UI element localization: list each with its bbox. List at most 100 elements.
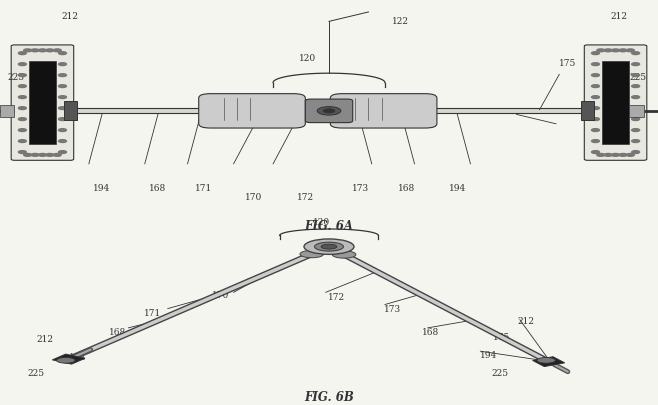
Text: 175: 175 — [559, 59, 576, 68]
Circle shape — [315, 243, 343, 252]
Circle shape — [632, 151, 640, 154]
Circle shape — [59, 118, 66, 121]
Circle shape — [321, 245, 337, 249]
Text: 225: 225 — [492, 368, 509, 377]
FancyBboxPatch shape — [330, 94, 437, 129]
Circle shape — [46, 50, 54, 53]
Circle shape — [592, 96, 599, 99]
Circle shape — [53, 50, 61, 53]
Polygon shape — [532, 357, 565, 367]
Circle shape — [592, 151, 599, 154]
Text: 168: 168 — [149, 183, 166, 192]
Circle shape — [612, 50, 620, 53]
Circle shape — [592, 140, 599, 143]
Circle shape — [592, 85, 599, 88]
Circle shape — [18, 64, 26, 66]
Circle shape — [24, 50, 32, 53]
Circle shape — [626, 50, 634, 53]
Circle shape — [592, 53, 599, 55]
Circle shape — [632, 107, 640, 110]
Text: 172: 172 — [328, 293, 345, 302]
Polygon shape — [53, 354, 85, 364]
Bar — [629, 106, 644, 117]
Circle shape — [18, 96, 26, 99]
Circle shape — [632, 118, 640, 121]
Text: 168: 168 — [109, 327, 126, 336]
Circle shape — [59, 107, 66, 110]
Circle shape — [597, 50, 605, 53]
Circle shape — [632, 53, 640, 55]
Circle shape — [597, 154, 605, 157]
Circle shape — [592, 64, 599, 66]
Text: 194: 194 — [69, 352, 86, 361]
Circle shape — [59, 53, 66, 55]
Circle shape — [31, 154, 39, 157]
Circle shape — [632, 85, 640, 88]
Text: 171: 171 — [195, 183, 213, 192]
Text: FIG. 6B: FIG. 6B — [304, 390, 354, 403]
Circle shape — [304, 239, 354, 255]
Circle shape — [300, 251, 324, 258]
Text: 212: 212 — [610, 12, 627, 21]
Circle shape — [592, 118, 599, 121]
Text: 168: 168 — [398, 183, 415, 192]
Circle shape — [592, 75, 599, 77]
Circle shape — [53, 154, 61, 157]
Text: 170: 170 — [212, 291, 229, 300]
Text: 173: 173 — [352, 183, 369, 192]
Text: 212: 212 — [518, 316, 535, 325]
Circle shape — [18, 140, 26, 143]
Circle shape — [59, 140, 66, 143]
Circle shape — [59, 96, 66, 99]
Circle shape — [46, 154, 54, 157]
Circle shape — [18, 118, 26, 121]
Circle shape — [18, 53, 26, 55]
FancyBboxPatch shape — [584, 46, 647, 161]
Text: 171: 171 — [144, 308, 161, 317]
Circle shape — [612, 154, 620, 157]
Text: 172: 172 — [297, 193, 315, 202]
Text: 170: 170 — [245, 193, 262, 202]
Bar — [0, 106, 14, 117]
Circle shape — [619, 154, 627, 157]
Circle shape — [332, 251, 356, 258]
FancyBboxPatch shape — [305, 100, 353, 123]
Circle shape — [632, 140, 640, 143]
Circle shape — [18, 75, 26, 77]
Circle shape — [59, 85, 66, 88]
Text: 120: 120 — [313, 218, 330, 227]
Circle shape — [59, 151, 66, 154]
Bar — [64, 102, 77, 121]
Circle shape — [57, 358, 75, 363]
Text: 194: 194 — [449, 183, 466, 192]
Circle shape — [604, 50, 612, 53]
Text: 194: 194 — [480, 350, 497, 359]
Circle shape — [59, 64, 66, 66]
Circle shape — [18, 85, 26, 88]
Polygon shape — [66, 109, 592, 114]
Circle shape — [632, 96, 640, 99]
FancyBboxPatch shape — [199, 94, 305, 129]
Circle shape — [537, 358, 555, 363]
Text: 225: 225 — [8, 73, 25, 82]
Text: FIG. 6A: FIG. 6A — [305, 219, 353, 232]
Text: 212: 212 — [36, 334, 53, 343]
Circle shape — [59, 129, 66, 132]
Bar — [581, 102, 594, 121]
Circle shape — [604, 154, 612, 157]
Circle shape — [323, 109, 335, 114]
Text: 212: 212 — [62, 12, 79, 21]
Circle shape — [632, 75, 640, 77]
Circle shape — [24, 154, 32, 157]
Circle shape — [38, 154, 46, 157]
Circle shape — [626, 154, 634, 157]
Text: 225: 225 — [28, 368, 45, 377]
Circle shape — [18, 107, 26, 110]
Text: 173: 173 — [384, 305, 401, 313]
Circle shape — [18, 151, 26, 154]
Text: 194: 194 — [93, 183, 111, 192]
Text: 122: 122 — [392, 17, 409, 26]
Bar — [602, 62, 629, 145]
Circle shape — [31, 50, 39, 53]
Circle shape — [632, 129, 640, 132]
